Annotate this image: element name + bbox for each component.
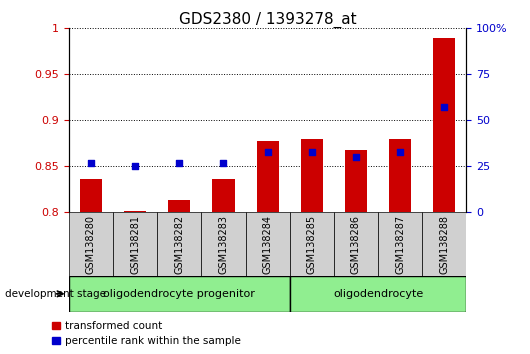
Bar	[157, 212, 201, 276]
Text: GSM138280: GSM138280	[86, 215, 96, 274]
Bar	[257, 141, 279, 212]
Point	[219, 160, 228, 166]
Text: GSM138281: GSM138281	[130, 215, 140, 274]
Bar	[290, 276, 466, 312]
Text: GSM138287: GSM138287	[395, 215, 405, 274]
Text: GSM138285: GSM138285	[307, 215, 317, 274]
Point	[396, 149, 404, 154]
Point	[131, 164, 139, 169]
Text: GSM138283: GSM138283	[218, 215, 228, 274]
Point	[87, 160, 95, 166]
Bar	[201, 212, 245, 276]
Bar	[334, 212, 378, 276]
Bar	[245, 212, 290, 276]
Bar	[378, 212, 422, 276]
Text: oligodendrocyte progenitor: oligodendrocyte progenitor	[103, 289, 255, 299]
Bar	[113, 212, 157, 276]
Text: oligodendrocyte: oligodendrocyte	[333, 289, 423, 299]
Point	[175, 160, 183, 166]
Text: GSM138282: GSM138282	[174, 215, 184, 274]
Bar	[80, 179, 102, 212]
Point	[352, 154, 360, 160]
Bar	[69, 212, 113, 276]
Bar	[69, 276, 290, 312]
Bar	[168, 200, 190, 212]
Bar	[213, 179, 234, 212]
Bar	[124, 211, 146, 212]
Bar	[290, 212, 334, 276]
Bar	[345, 150, 367, 212]
Text: GSM138288: GSM138288	[439, 215, 449, 274]
Text: GSM138284: GSM138284	[263, 215, 272, 274]
Point	[307, 149, 316, 154]
Title: GDS2380 / 1393278_at: GDS2380 / 1393278_at	[179, 12, 357, 28]
Bar	[434, 38, 455, 212]
Legend: transformed count, percentile rank within the sample: transformed count, percentile rank withi…	[48, 317, 245, 350]
Bar	[389, 139, 411, 212]
Text: GSM138286: GSM138286	[351, 215, 361, 274]
Bar	[422, 212, 466, 276]
Bar	[301, 139, 323, 212]
Point	[440, 105, 448, 110]
Point	[263, 149, 272, 154]
Text: development stage: development stage	[5, 289, 107, 299]
